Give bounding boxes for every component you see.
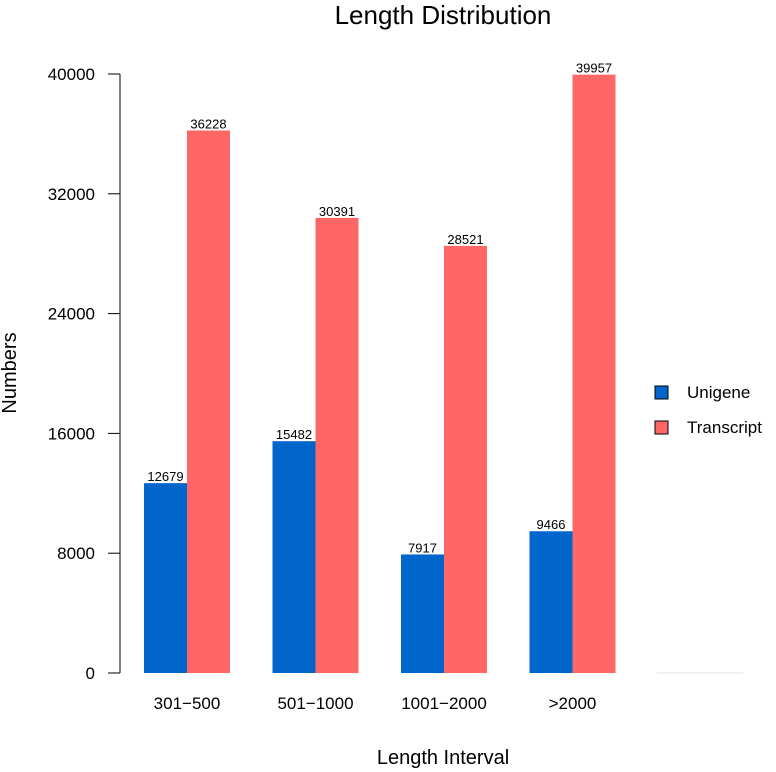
x-axis: 301−500 501−1000 1001−2000 >2000 — [154, 694, 597, 713]
bar-value-label: 28521 — [447, 232, 483, 247]
bar-value-label: 30391 — [319, 204, 355, 219]
bar-value-label: 7917 — [408, 540, 437, 555]
legend-label-transcript: Transcript — [687, 418, 762, 437]
x-tick-label: 1001−2000 — [401, 694, 487, 713]
legend-swatch-transcript — [654, 420, 669, 435]
legend-swatch-unigene — [654, 385, 669, 400]
bar-transcript — [187, 130, 230, 673]
x-tick-label: 301−500 — [154, 694, 221, 713]
bar-unigene — [144, 483, 187, 673]
bar-unigene — [401, 554, 444, 673]
bar-transcript — [315, 217, 359, 673]
y-tick-label: 40000 — [48, 65, 95, 84]
x-tick-label: >2000 — [549, 694, 597, 713]
bar-value-label: 36228 — [190, 116, 226, 131]
bar-unigene — [272, 441, 316, 673]
y-tick-label: 32000 — [48, 185, 95, 204]
y-tick-label: 8000 — [57, 544, 95, 563]
legend-label-unigene: Unigene — [687, 383, 750, 402]
bar-value-label: 12679 — [147, 469, 183, 484]
bar-value-label: 39957 — [576, 61, 612, 76]
y-tick-label: 0 — [86, 664, 95, 683]
x-axis-title: Length Interval — [377, 747, 509, 769]
chart-title: Length Distribution — [335, 0, 552, 30]
legend: Unigene Transcript — [654, 383, 762, 437]
bar-transcript — [444, 245, 487, 674]
bar-value-label: 9466 — [537, 517, 566, 532]
y-axis-title: Numbers — [0, 332, 21, 413]
y-tick-label: 24000 — [48, 305, 95, 324]
y-tick-label: 16000 — [48, 424, 95, 443]
bars-group: 12679 36228 15482 30391 7917 28521 9466 39957 — [144, 61, 616, 674]
x-tick-label: 501−1000 — [277, 694, 353, 713]
bar-transcript — [572, 74, 616, 674]
bar-unigene — [529, 531, 573, 673]
bar-value-label: 15482 — [276, 427, 312, 442]
y-axis: 0 8000 16000 24000 32000 40000 — [48, 65, 121, 683]
